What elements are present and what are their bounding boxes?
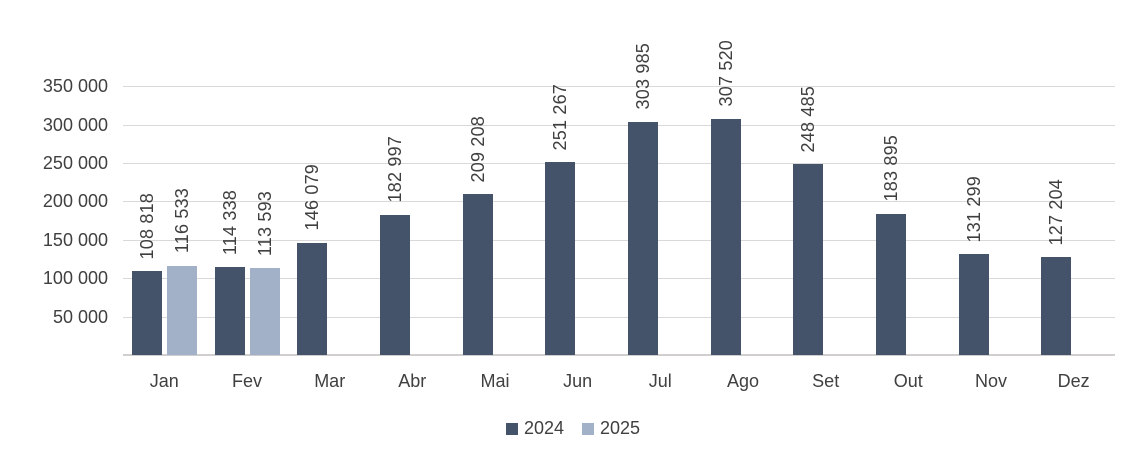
- y-axis-label: 250 000: [42, 153, 108, 173]
- legend-label: 2024: [523, 418, 564, 438]
- gridline: [123, 201, 1115, 203]
- bar-2024-set: [793, 164, 824, 355]
- x-axis-line: [123, 354, 1115, 356]
- y-axis-label: 200 000: [42, 191, 108, 212]
- x-axis-label-fev: Fev: [231, 371, 262, 391]
- x-axis-label-ago: Ago: [726, 371, 760, 391]
- x-axis-label-nov: Nov: [974, 371, 1007, 391]
- y-axis-label: 100 000: [42, 268, 108, 289]
- y-axis-label: 150 000: [42, 229, 108, 250]
- gridline: [123, 86, 1115, 88]
- legend-swatch-2025: [582, 422, 594, 435]
- bar-2024-fev: [214, 267, 245, 355]
- legend-label: 2025: [600, 418, 641, 438]
- x-axis-label-out: Out: [893, 371, 923, 391]
- bar-2025-jan: [166, 265, 197, 355]
- gridline: [123, 163, 1115, 164]
- x-axis-label-dez: Dez: [1057, 371, 1090, 391]
- bar-2024-jul: [627, 121, 658, 355]
- bar-2024-mai: [462, 194, 493, 355]
- legend-item-2024: 2024: [505, 418, 564, 439]
- bar-value-2024-out: 183 895: [880, 135, 901, 202]
- bar-value-2025-fev: 113 593: [254, 190, 275, 256]
- chart-legend: 2024 2025: [0, 418, 1146, 439]
- x-axis-label-mar: Mar: [314, 371, 346, 391]
- x-axis-label-jul: Jul: [648, 371, 672, 391]
- bar-2024-jan: [131, 271, 162, 355]
- bar-2024-jun: [545, 162, 576, 355]
- bar-value-2024-set: 248 485: [798, 85, 819, 153]
- gridline: [123, 316, 1115, 318]
- x-axis-label-jun: Jun: [563, 371, 593, 391]
- x-axis-label-jan: Jan: [149, 371, 179, 391]
- bar-2024-out: [875, 213, 906, 355]
- x-axis-label-set: Set: [812, 371, 840, 391]
- gridline: [123, 239, 1115, 241]
- bar-2024-dez: [1041, 257, 1072, 355]
- bar-value-2024-abr: 182 997: [384, 136, 405, 203]
- bar-2025-fev: [249, 267, 280, 355]
- bar-value-2024-ago: 307 520: [715, 40, 736, 107]
- bar-value-2024-mai: 209 208: [467, 115, 488, 183]
- legend-swatch-2024: [505, 422, 518, 435]
- y-axis-label: 300 000: [42, 114, 108, 135]
- bar-2024-abr: [379, 214, 410, 355]
- bar-value-2024-nov: 131 299: [963, 175, 984, 243]
- bar-value-2024-jun: 251 267: [550, 83, 571, 150]
- bar-value-2024-jul: 303 985: [632, 43, 653, 110]
- bar-2024-nov: [958, 254, 989, 355]
- x-axis-label-mai: Mai: [480, 371, 510, 391]
- bar-value-2025-jan: 116 533: [171, 188, 192, 254]
- bar-value-2024-dez: 127 204: [1046, 178, 1067, 246]
- legend-item-2025: 2025: [582, 418, 640, 439]
- bar-2024-ago: [710, 118, 741, 355]
- bar-value-2024-mar: 146 079: [302, 164, 323, 231]
- x-axis-label-abr: Abr: [398, 371, 427, 391]
- bar-value-2024-fev: 114 338: [219, 190, 240, 256]
- bar-2024-mar: [297, 242, 328, 355]
- y-axis-label: 50 000: [52, 306, 108, 327]
- gridline: [123, 278, 1115, 280]
- bar-value-2024-jan: 108 818: [136, 192, 157, 260]
- gridline: [123, 124, 1115, 126]
- y-axis-label: 350 000: [42, 76, 108, 97]
